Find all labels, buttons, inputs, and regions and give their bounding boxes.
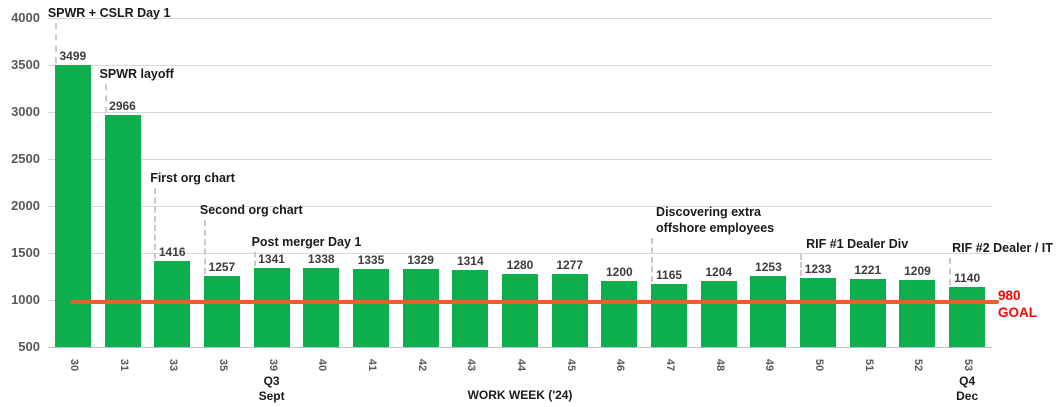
- bar-week-31: [104, 115, 141, 347]
- y-axis-tick-2500: 2500: [11, 151, 40, 166]
- x-axis-tick-35: 35: [216, 358, 229, 372]
- annotation-4: Post merger Day 1: [251, 235, 362, 249]
- bar-value-week-47: 1165: [656, 268, 683, 283]
- bar-week-47: [651, 284, 688, 347]
- goal-value-label: 980: [998, 288, 1021, 303]
- x-axis-tick-45: 45: [564, 358, 577, 372]
- bar-week-41: [352, 268, 389, 347]
- annotation-0: SPWR + CSLR Day 1: [47, 6, 171, 20]
- bar-week-45: [551, 273, 588, 347]
- bar-value-week-41: 1335: [357, 252, 385, 267]
- x-axis-tick-44: 44: [515, 358, 527, 372]
- x-axis-tick-46: 46: [614, 358, 627, 372]
- bar-value-week-30: 3499: [59, 49, 87, 64]
- annotation-leader-3: [203, 220, 206, 274]
- bar-week-35: [203, 275, 240, 347]
- gridline-2500: [48, 159, 992, 160]
- bar-week-50: [800, 278, 837, 347]
- annotation-5: Discovering extra offshore employees: [656, 205, 775, 235]
- bar-week-43: [452, 270, 489, 347]
- gridline-3000: [48, 112, 992, 113]
- period-label-1: Q4 Dec: [956, 374, 979, 403]
- bar-value-week-51: 1221: [854, 263, 882, 278]
- annotation-leader-7: [949, 258, 952, 285]
- gridline-2000: [48, 206, 992, 207]
- x-axis-tick-33: 33: [167, 358, 180, 372]
- x-axis-tick-51: 51: [862, 358, 875, 372]
- bar-week-30: [54, 65, 91, 347]
- bar-value-week-49: 1253: [755, 260, 782, 275]
- x-axis-tick-41: 41: [365, 358, 378, 372]
- annotation-1: SPWR layoff: [99, 67, 174, 81]
- y-axis-tick-500: 500: [18, 339, 40, 354]
- bar-week-51: [849, 279, 886, 347]
- gridline-1500: [48, 253, 992, 254]
- annotation-7: RIF #2 Dealer / IT: [952, 241, 1053, 255]
- bar-value-week-53: 1140: [954, 270, 981, 285]
- bar-week-52: [899, 280, 936, 347]
- bar-value-week-44: 1280: [506, 257, 534, 272]
- annotation-3: Second org chart: [199, 203, 303, 217]
- annotation-leader-5: [651, 238, 654, 283]
- bar-value-week-52: 1209: [904, 264, 931, 279]
- x-axis-line: [48, 347, 992, 348]
- bar-week-42: [402, 269, 439, 347]
- bar-value-week-39: 1341: [258, 251, 285, 266]
- bar-week-39: [253, 267, 290, 347]
- bar-value-week-40: 1338: [307, 252, 335, 267]
- x-axis-tick-50: 50: [813, 358, 826, 372]
- bar-value-week-33: 1416: [158, 244, 186, 259]
- annotation-leader-1: [104, 84, 107, 114]
- x-axis-tick-42: 42: [415, 358, 428, 372]
- y-axis-tick-3000: 3000: [11, 104, 40, 119]
- x-axis-tick-47: 47: [664, 358, 677, 372]
- x-axis-tick-40: 40: [316, 358, 329, 372]
- bar-value-week-31: 2966: [109, 99, 136, 114]
- bar-week-48: [700, 280, 737, 347]
- bar-value-week-46: 1200: [606, 265, 633, 280]
- annotation-leader-6: [800, 254, 803, 277]
- bar-value-week-35: 1257: [208, 259, 236, 274]
- x-axis-tick-31: 31: [117, 358, 130, 372]
- bar-week-33: [154, 260, 191, 347]
- y-axis-tick-2000: 2000: [11, 198, 40, 213]
- annotation-2: First org chart: [150, 171, 235, 185]
- bar-week-49: [750, 276, 787, 347]
- y-axis-tick-3500: 3500: [11, 57, 40, 72]
- annotation-leader-0: [54, 23, 57, 64]
- x-axis-tick-52: 52: [912, 358, 925, 372]
- y-axis-tick-1500: 1500: [11, 245, 40, 260]
- annotation-leader-4: [253, 252, 256, 266]
- bar-week-46: [601, 281, 638, 347]
- period-label-0: Q3 Sept: [258, 374, 285, 403]
- x-axis-tick-49: 49: [763, 358, 776, 372]
- goal-line: [70, 299, 999, 304]
- x-axis-tick-48: 48: [713, 358, 726, 372]
- gridline-3500: [48, 65, 992, 66]
- y-axis-tick-4000: 4000: [11, 10, 40, 25]
- bar-value-week-43: 1314: [456, 254, 484, 269]
- annotation-6: RIF #1 Dealer Div: [806, 237, 909, 251]
- bar-value-week-50: 1233: [804, 262, 832, 277]
- goal-text-label: GOAL: [998, 305, 1037, 320]
- bar-week-44: [502, 273, 538, 347]
- x-axis-tick-43: 43: [465, 358, 478, 372]
- bar-value-week-42: 1329: [407, 253, 434, 268]
- gridline-4000: [48, 18, 992, 19]
- x-axis-tick-30: 30: [67, 358, 80, 372]
- bar-week-40: [303, 268, 340, 347]
- y-axis-tick-1000: 1000: [11, 292, 40, 307]
- annotation-leader-2: [154, 188, 157, 259]
- bar-week-53: [949, 286, 986, 347]
- x-axis-title: WORK WEEK ('24): [467, 388, 573, 402]
- bar-value-week-45: 1277: [556, 257, 584, 272]
- bar-value-week-48: 1204: [705, 264, 733, 279]
